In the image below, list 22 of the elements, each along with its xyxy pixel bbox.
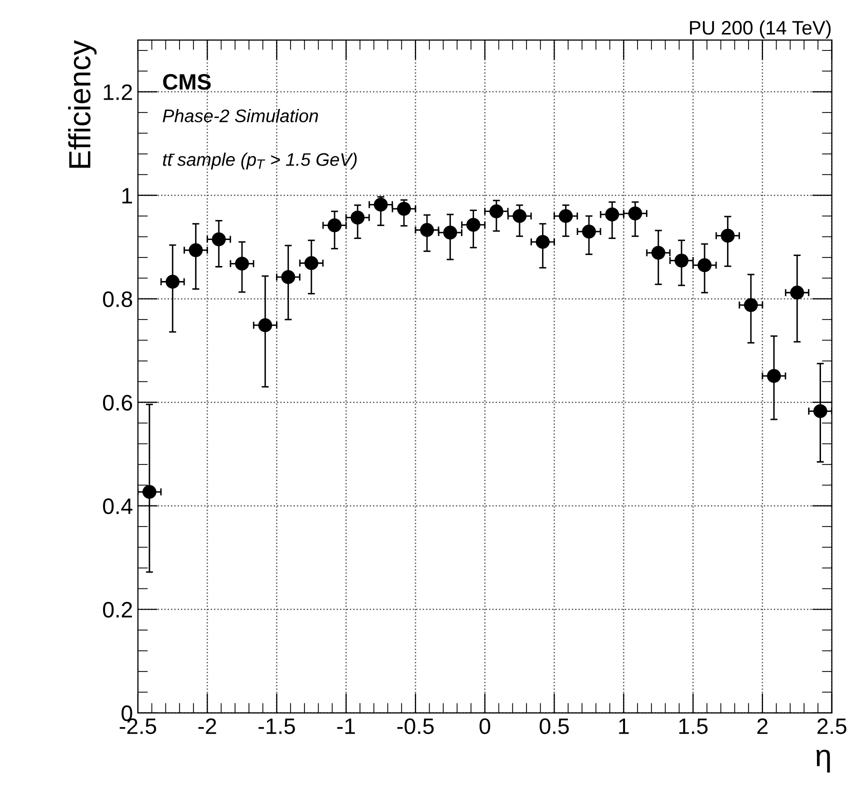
y-tick-label: 0.8 xyxy=(103,291,132,308)
x-tick-label: -1 xyxy=(337,718,355,734)
x-tick-label: -0.5 xyxy=(397,718,434,734)
annotation: tt̄ sample (p$_{T}$ > 1.5 GeV) xyxy=(163,152,357,170)
annotation: CMS xyxy=(163,74,211,90)
x-tick-label: -1.5 xyxy=(258,718,295,734)
annotation: Phase-2 Simulation xyxy=(162,109,318,122)
x-tick-label: 2.5 xyxy=(818,718,846,734)
chart-title: PU 200 (14 TeV) xyxy=(690,20,831,39)
x-tick-label: 0 xyxy=(480,718,490,734)
y-axis-title: Efficiency xyxy=(68,40,97,168)
x-tick-label: 2 xyxy=(757,718,768,734)
y-tick-label: 1 xyxy=(122,188,132,204)
x-tick-label: -2 xyxy=(198,718,216,734)
y-tick-label: 1.2 xyxy=(104,84,132,100)
x-axis-title: η xyxy=(816,750,830,772)
x-tick-label: 1.5 xyxy=(679,718,708,734)
x-tick-label: 0.5 xyxy=(540,718,569,734)
x-tick-label: 1 xyxy=(619,718,629,734)
y-tick-label: 0.6 xyxy=(103,394,132,411)
y-tick-label: 0.4 xyxy=(103,498,132,514)
y-tick-label: 0.2 xyxy=(103,602,132,618)
